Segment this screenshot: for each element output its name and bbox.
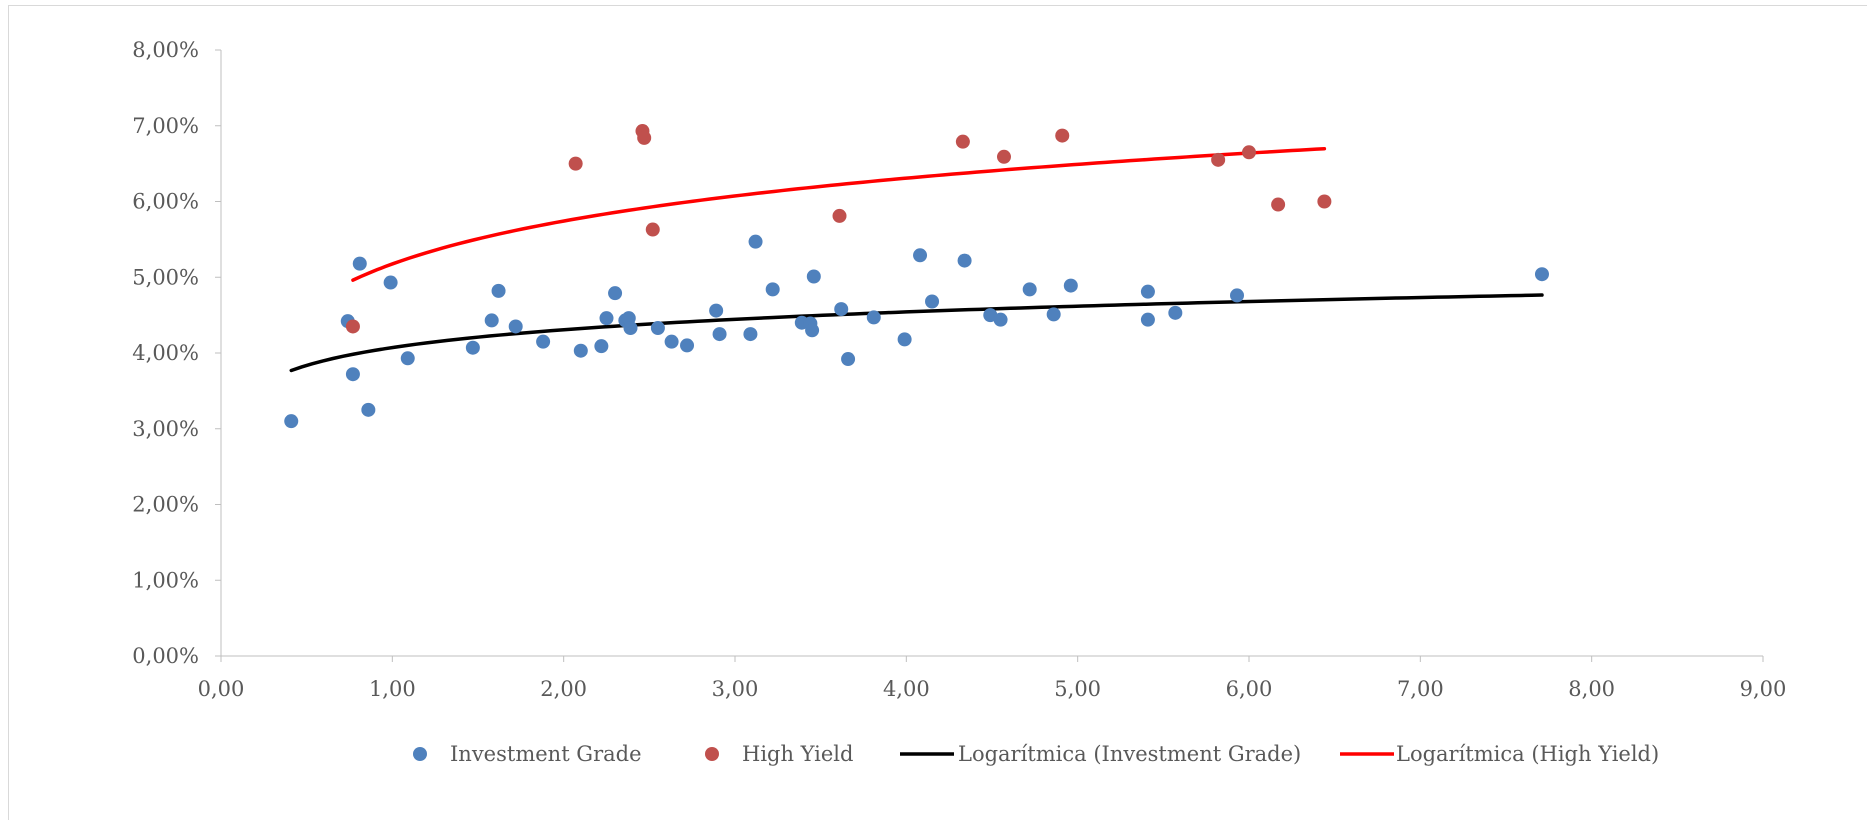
point-investment-grade xyxy=(834,302,849,317)
legend-label-investment-grade: Investment Grade xyxy=(450,742,642,766)
point-investment-grade xyxy=(680,338,695,353)
y-tick-label: 6,00% xyxy=(132,190,199,214)
x-tick-label: 7,00 xyxy=(1397,677,1444,701)
point-investment-grade xyxy=(573,343,588,358)
point-investment-grade xyxy=(1063,278,1078,293)
point-high-yield xyxy=(645,222,660,237)
point-high-yield xyxy=(345,319,360,334)
point-investment-grade xyxy=(594,339,609,354)
y-tick-label: 3,00% xyxy=(132,417,199,441)
y-tick-label: 7,00% xyxy=(132,114,199,138)
point-investment-grade xyxy=(897,332,912,347)
point-investment-grade xyxy=(383,275,398,290)
point-investment-grade xyxy=(361,402,376,417)
point-investment-grade xyxy=(925,294,940,309)
point-investment-grade xyxy=(913,248,928,263)
point-high-yield xyxy=(1211,152,1226,167)
point-high-yield xyxy=(1317,194,1332,209)
point-investment-grade xyxy=(465,340,480,355)
point-investment-grade xyxy=(400,351,415,366)
point-investment-grade xyxy=(957,253,972,268)
point-investment-grade xyxy=(743,327,758,342)
point-investment-grade xyxy=(841,352,856,367)
point-investment-grade xyxy=(709,303,724,318)
x-tick-label: 0,00 xyxy=(198,677,245,701)
legend-marker-high-yield xyxy=(705,747,719,761)
point-investment-grade xyxy=(623,321,638,336)
trendline-logar-tmica-investment-grade xyxy=(289,293,1544,373)
point-high-yield xyxy=(1271,197,1286,212)
data-points xyxy=(284,124,1549,429)
point-investment-grade xyxy=(1140,312,1155,327)
point-investment-grade xyxy=(748,234,763,249)
x-tick-label: 2,00 xyxy=(540,677,587,701)
x-tick-label: 5,00 xyxy=(1054,677,1101,701)
point-investment-grade xyxy=(1022,282,1037,297)
point-investment-grade xyxy=(664,334,679,349)
x-tick-label: 4,00 xyxy=(883,677,930,701)
point-investment-grade xyxy=(1140,284,1155,299)
point-high-yield xyxy=(637,130,652,145)
axes: 0,00% 1,00% 2,00% 3,00% 4,00% 5,00% 6,00% 7,00%… xyxy=(132,38,1786,701)
point-investment-grade xyxy=(866,310,881,325)
y-tick-label: 4,00% xyxy=(132,341,199,365)
legend-label-high-yield: High Yield xyxy=(742,742,853,766)
point-high-yield xyxy=(955,134,970,149)
point-investment-grade xyxy=(806,269,821,284)
point-investment-grade xyxy=(352,256,367,271)
y-tick-label: 0,00% xyxy=(132,644,199,668)
x-tick-label: 6,00 xyxy=(1226,677,1273,701)
point-investment-grade xyxy=(284,414,299,429)
y-tick-label: 2,00% xyxy=(132,493,199,517)
point-investment-grade xyxy=(1168,305,1183,320)
x-tick-label: 8,00 xyxy=(1568,677,1615,701)
point-investment-grade xyxy=(491,283,506,298)
point-high-yield xyxy=(996,149,1011,164)
legend: Investment Grade High Yield Logarítmica (I… xyxy=(413,742,1659,766)
point-investment-grade xyxy=(993,312,1008,327)
x-tick-label: 1,00 xyxy=(369,677,416,701)
point-investment-grade xyxy=(345,367,360,382)
point-high-yield xyxy=(568,156,583,171)
point-investment-grade xyxy=(805,323,820,338)
y-tick-label: 1,00% xyxy=(132,568,199,592)
y-tick-label: 8,00% xyxy=(132,38,199,62)
point-investment-grade xyxy=(1046,307,1061,322)
point-investment-grade xyxy=(650,321,665,336)
legend-label-logar-tmica-investment-grade: Logarítmica (Investment Grade) xyxy=(958,742,1301,766)
point-investment-grade xyxy=(765,282,780,297)
legend-marker-investment-grade xyxy=(413,747,427,761)
legend-label-logar-tmica-high-yield: Logarítmica (High Yield) xyxy=(1396,742,1659,766)
chart-frame xyxy=(8,5,1867,820)
x-tick-label: 3,00 xyxy=(712,677,759,701)
point-investment-grade xyxy=(484,313,499,328)
y-tick-label: 5,00% xyxy=(132,265,199,289)
point-investment-grade xyxy=(1534,267,1549,282)
x-tick-label: 9,00 xyxy=(1740,677,1787,701)
point-high-yield xyxy=(1055,128,1070,143)
point-investment-grade xyxy=(536,334,551,349)
trendline-logar-tmica-high-yield xyxy=(351,146,1327,282)
point-investment-grade xyxy=(599,311,614,326)
point-high-yield xyxy=(1242,145,1256,160)
trendlines xyxy=(289,146,1544,373)
point-investment-grade xyxy=(608,286,623,301)
point-high-yield xyxy=(832,208,847,223)
point-investment-grade xyxy=(508,319,523,334)
point-investment-grade xyxy=(712,327,727,342)
point-investment-grade xyxy=(1230,288,1245,303)
